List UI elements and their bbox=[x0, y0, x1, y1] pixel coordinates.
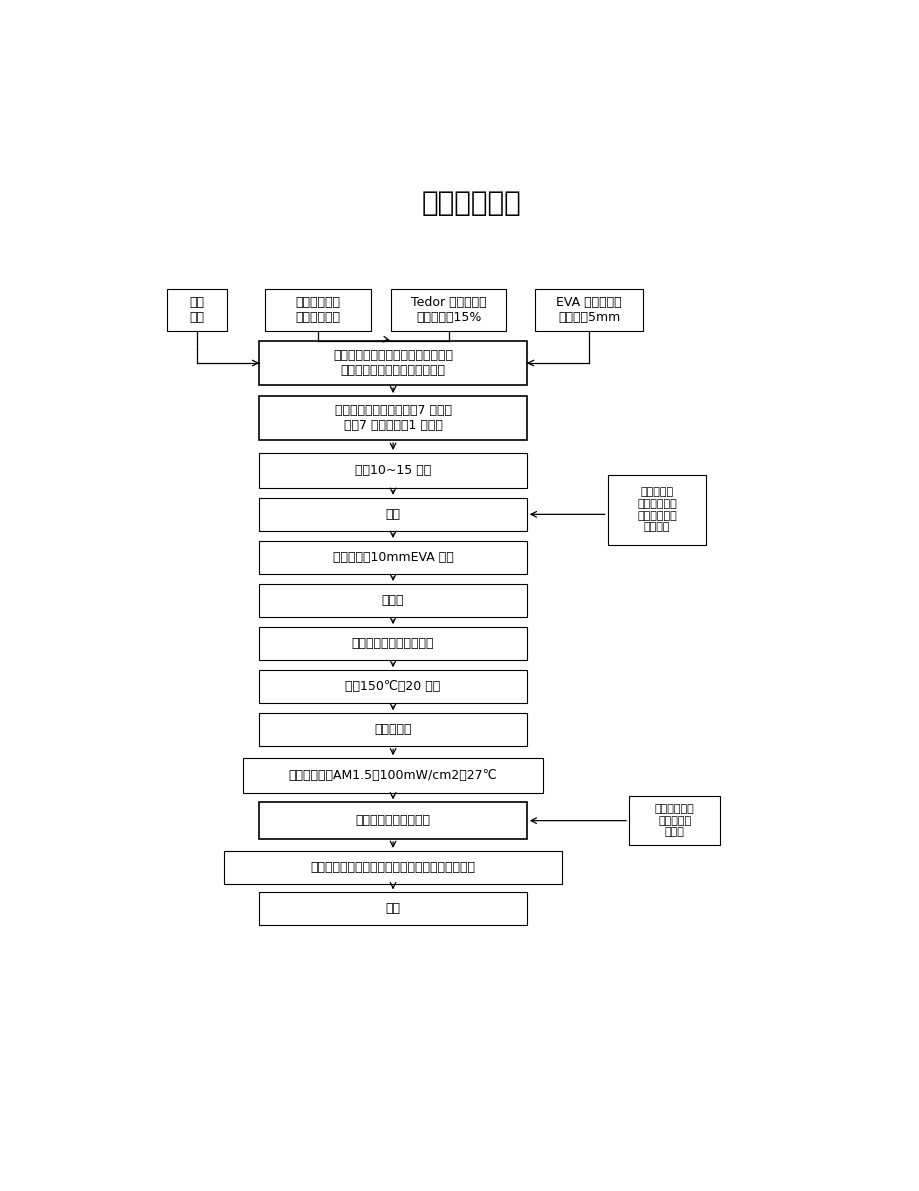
FancyBboxPatch shape bbox=[259, 628, 527, 660]
Text: 粘结接线盒及焊接正负极: 粘结接线盒及焊接正负极 bbox=[351, 637, 434, 650]
Text: 冷却10~15 分钟: 冷却10~15 分钟 bbox=[355, 463, 431, 476]
Text: 冷却至常温: 冷却至常温 bbox=[374, 723, 412, 736]
Text: 修边: 修边 bbox=[385, 507, 400, 520]
FancyBboxPatch shape bbox=[259, 713, 527, 747]
FancyBboxPatch shape bbox=[259, 671, 527, 703]
Text: 入库: 入库 bbox=[385, 902, 400, 915]
Text: 电池方阵焊接
采用定位模具: 电池方阵焊接 采用定位模具 bbox=[295, 295, 340, 324]
Text: 封装工艺流程: 封装工艺流程 bbox=[421, 188, 521, 217]
Text: 入库前专检，
见本文三检
查标准: 入库前专检， 见本文三检 查标准 bbox=[654, 804, 694, 837]
FancyBboxPatch shape bbox=[629, 796, 720, 846]
Text: Tedor 切割长度方
向大于玻璃15%: Tedor 切割长度方 向大于玻璃15% bbox=[411, 295, 486, 324]
FancyBboxPatch shape bbox=[243, 759, 542, 793]
FancyBboxPatch shape bbox=[259, 584, 527, 617]
FancyBboxPatch shape bbox=[391, 288, 505, 331]
Text: 层压；自动控制，热真空7 分钟，
加压7 分钟，放气1 分钟。: 层压；自动控制，热真空7 分钟， 加压7 分钟，放气1 分钟。 bbox=[335, 404, 451, 432]
Text: 填贴性能标签及合格证: 填贴性能标签及合格证 bbox=[355, 815, 430, 827]
FancyBboxPatch shape bbox=[223, 850, 562, 884]
Text: 封边，用宽10mmEVA 包边: 封边，用宽10mmEVA 包边 bbox=[333, 551, 453, 563]
FancyBboxPatch shape bbox=[266, 288, 370, 331]
FancyBboxPatch shape bbox=[534, 288, 642, 331]
Text: 固化150℃，20 分钟: 固化150℃，20 分钟 bbox=[345, 680, 440, 693]
Text: 层压性能及
外观检查（专
检）见本文三
检查标准: 层压性能及 外观检查（专 检）见本文三 检查标准 bbox=[636, 487, 676, 532]
FancyBboxPatch shape bbox=[259, 341, 527, 385]
FancyBboxPatch shape bbox=[259, 541, 527, 574]
FancyBboxPatch shape bbox=[259, 498, 527, 531]
Text: EVA 切割长和宽
大于玻璃5mm: EVA 切割长和宽 大于玻璃5mm bbox=[556, 295, 621, 324]
FancyBboxPatch shape bbox=[259, 892, 527, 925]
Text: 层压前组装，确保电池方阵在层向位
置符合设计要求（重点自检点）: 层压前组装，确保电池方阵在层向位 置符合设计要求（重点自检点） bbox=[333, 349, 452, 378]
FancyBboxPatch shape bbox=[607, 475, 705, 544]
Text: 装边框: 装边框 bbox=[381, 594, 403, 607]
FancyBboxPatch shape bbox=[166, 288, 227, 331]
Text: 电性能测试；AM1.5，100mW/cm2，27℃: 电性能测试；AM1.5，100mW/cm2，27℃ bbox=[289, 769, 497, 782]
Text: 玻璃
清洗: 玻璃 清洗 bbox=[189, 295, 204, 324]
FancyBboxPatch shape bbox=[259, 397, 527, 439]
FancyBboxPatch shape bbox=[259, 453, 527, 488]
FancyBboxPatch shape bbox=[259, 803, 527, 838]
Text: 装箱，填写装箱单；每块瓦数，总瓦数，出厂日期: 装箱，填写装箱单；每块瓦数，总瓦数，出厂日期 bbox=[311, 861, 475, 874]
